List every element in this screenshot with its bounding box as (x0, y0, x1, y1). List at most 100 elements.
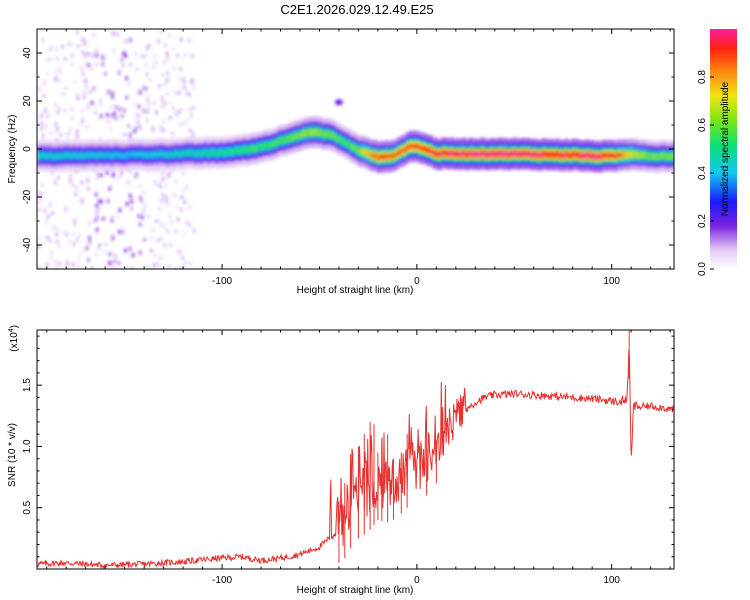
heatmap-cell (79, 66, 83, 71)
heatmap-cell (138, 250, 142, 255)
heatmap-cell (82, 95, 86, 100)
heatmap-cell (37, 86, 41, 91)
heatmap-cell (640, 152, 644, 158)
heatmap-cell (87, 186, 90, 191)
heatmap-cell (380, 153, 384, 159)
heatmap-cell (670, 154, 674, 160)
snr-line (37, 349, 674, 569)
heatmap-cell (228, 149, 232, 155)
heatmap-cell (284, 137, 288, 143)
heatmap-cell (499, 150, 503, 156)
heatmap-cell (651, 154, 655, 160)
heatmap-cell (168, 172, 171, 177)
heatmap-cell (51, 211, 54, 216)
heatmap-cell (649, 153, 653, 159)
heatmap-cell (163, 100, 166, 105)
heatmap-cell (100, 152, 104, 158)
heatmap-cell (523, 151, 527, 157)
heatmap-cell (127, 180, 130, 185)
heatmap-cell (162, 104, 165, 109)
heatmap-cell (65, 152, 69, 158)
heatmap-cell (464, 152, 468, 158)
heatmap-cell (602, 152, 606, 158)
heatmap-cell (79, 152, 83, 158)
heatmap-cell (110, 93, 113, 98)
heatmap-cell (76, 134, 79, 139)
heatmap-cell (546, 152, 550, 158)
heatmap-cell (178, 77, 182, 82)
heatmap-cell (658, 153, 662, 160)
heatmap-cell (148, 78, 152, 83)
heatmap-cell (124, 39, 128, 44)
heatmap-cell (216, 150, 220, 156)
heatmap-cell (560, 152, 564, 158)
heatmap-cell (87, 63, 90, 68)
heatmap-cell (175, 91, 178, 96)
heatmap-cell (163, 60, 166, 65)
heatmap-cell (162, 118, 165, 123)
heatmap-cell (644, 152, 648, 159)
heatmap-cell (131, 266, 134, 269)
heatmap-cell (565, 151, 569, 157)
heatmap-cell (425, 146, 429, 153)
heatmap-cell (104, 71, 107, 76)
heatmap-cell (548, 151, 552, 158)
heatmap-cell (185, 185, 188, 190)
heatmap-cell (160, 222, 164, 227)
heatmap-cell (83, 247, 87, 252)
heatmap-cell (123, 132, 127, 137)
heatmap-cell (53, 102, 57, 107)
heatmap-cell (329, 131, 333, 138)
heatmap-cell (144, 53, 148, 58)
x-tick-label: 100 (603, 276, 620, 287)
heatmap-cell (404, 147, 408, 153)
heatmap-cell (361, 148, 365, 155)
heatmap-cell (118, 152, 122, 158)
heatmap-cell (581, 153, 585, 159)
heatmap-cell (354, 146, 358, 152)
heatmap-cell (247, 147, 251, 153)
heatmap-cell (71, 262, 75, 267)
heatmap-cell (235, 147, 239, 154)
heatmap-cell (51, 153, 55, 160)
heatmap-cell (62, 92, 65, 97)
heatmap-cell (350, 144, 354, 150)
heatmap-cell (167, 264, 171, 269)
heatmap-cell (139, 126, 143, 131)
heatmap-cell (157, 206, 161, 211)
heatmap-cell (95, 48, 98, 53)
heatmap-cell (166, 174, 170, 179)
heatmap-cell (178, 90, 181, 95)
heatmap-cell (108, 252, 112, 257)
heatmap-cell (378, 155, 382, 161)
heatmap-cell (159, 125, 162, 130)
heatmap-cell (118, 107, 122, 112)
heatmap-cell (54, 226, 58, 231)
heatmap-cell (291, 134, 295, 141)
heatmap-cell (46, 57, 49, 62)
heatmap-cell (588, 153, 592, 159)
heatmap-cell (123, 152, 127, 159)
heatmap-cell (261, 143, 265, 150)
heatmap-cell (345, 140, 349, 147)
heatmap-cell (64, 208, 67, 213)
heatmap-cell (68, 239, 71, 244)
heatmap-cell (188, 38, 191, 43)
heatmap-cell (160, 171, 164, 176)
heatmap-cell (665, 154, 669, 160)
heatmap-cell (72, 152, 76, 158)
heatmap-cell (177, 249, 180, 254)
heatmap-cell (130, 199, 133, 204)
heatmap-cell (598, 154, 602, 160)
heatmap-cell (116, 32, 119, 37)
heatmap-cell (333, 133, 337, 139)
heatmap-cell (112, 173, 115, 178)
heatmap-cell (70, 115, 74, 120)
heatmap-cell (181, 150, 185, 157)
y-tick-label: 40 (22, 47, 33, 59)
heatmap-cell (56, 110, 59, 115)
heatmap-cell (161, 177, 165, 182)
heatmap-cell (436, 151, 440, 158)
heatmap-cell (93, 152, 97, 158)
heatmap-cell (83, 152, 87, 158)
